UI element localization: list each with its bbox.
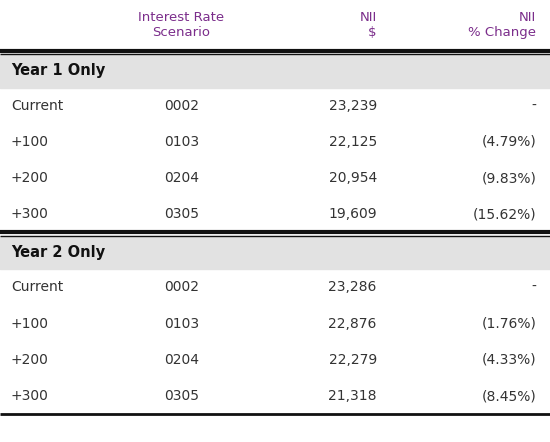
Text: (4.79%): (4.79%) — [481, 135, 536, 149]
Text: 23,239: 23,239 — [328, 99, 377, 113]
Text: 0204: 0204 — [164, 171, 199, 185]
Text: 0305: 0305 — [164, 389, 199, 403]
Text: Current: Current — [11, 280, 63, 294]
Text: NII
$: NII $ — [360, 11, 377, 39]
Bar — [0, 54, 550, 88]
Text: (4.33%): (4.33%) — [482, 353, 536, 367]
Text: +300: +300 — [11, 207, 49, 221]
Text: +100: +100 — [11, 316, 49, 331]
Text: 0305: 0305 — [164, 207, 199, 221]
Text: 0204: 0204 — [164, 353, 199, 367]
Text: 19,609: 19,609 — [328, 207, 377, 221]
Text: 0002: 0002 — [164, 99, 199, 113]
Text: (9.83%): (9.83%) — [481, 171, 536, 185]
Text: 20,954: 20,954 — [328, 171, 377, 185]
Text: 21,318: 21,318 — [328, 389, 377, 403]
Text: -: - — [531, 99, 536, 113]
Text: -: - — [531, 280, 536, 294]
Text: 22,279: 22,279 — [328, 353, 377, 367]
Text: 22,876: 22,876 — [328, 316, 377, 331]
Text: (15.62%): (15.62%) — [472, 207, 536, 221]
Text: 23,286: 23,286 — [328, 280, 377, 294]
Text: Interest Rate
Scenario: Interest Rate Scenario — [139, 11, 224, 39]
Text: +200: +200 — [11, 171, 49, 185]
Text: (8.45%): (8.45%) — [481, 389, 536, 403]
Text: 0002: 0002 — [164, 280, 199, 294]
Text: 22,125: 22,125 — [328, 135, 377, 149]
Text: 0103: 0103 — [164, 135, 199, 149]
Text: +300: +300 — [11, 389, 49, 403]
Text: +100: +100 — [11, 135, 49, 149]
Bar — [0, 236, 550, 269]
Text: Year 1 Only: Year 1 Only — [11, 64, 105, 78]
Text: NII
% Change: NII % Change — [468, 11, 536, 39]
Text: +200: +200 — [11, 353, 49, 367]
Text: Year 2 Only: Year 2 Only — [11, 245, 105, 260]
Text: 0103: 0103 — [164, 316, 199, 331]
Text: (1.76%): (1.76%) — [481, 316, 536, 331]
Text: Current: Current — [11, 99, 63, 113]
